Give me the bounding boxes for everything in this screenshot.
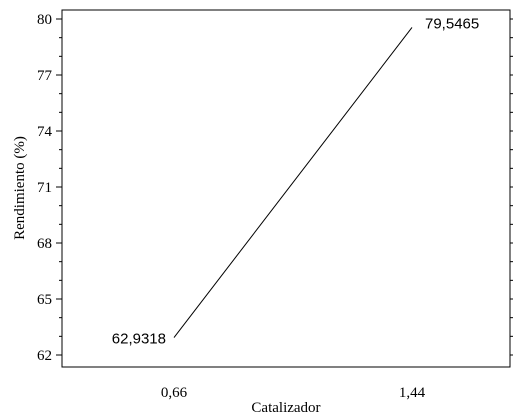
y-tick-label: 77 [37,68,53,84]
y-tick-label: 65 [37,292,52,308]
data-label-high: 79,5465 [425,15,479,32]
data-label-low: 62,9318 [112,331,166,348]
x-axis-title: Catalizador [251,400,320,416]
y-axis-ticks: 62 65 68 71 74 77 80 [37,12,513,364]
y-tick-label: 62 [37,348,52,364]
x-axis-ticks: 0,66 1,44 [161,385,426,401]
series-group [173,27,413,338]
y-tick-label: 68 [37,236,52,252]
series-line [173,27,413,338]
x-tick-label: 1,44 [399,385,426,401]
y-tick-label: 80 [37,12,52,28]
data-labels: 62,9318 79,5465 [112,15,479,347]
y-axis-title: Rendimiento (%) [12,136,28,240]
plot-frame [61,9,511,368]
y-tick-label: 71 [37,180,52,196]
y-tick-label: 74 [37,124,53,140]
x-tick-label: 0,66 [161,385,188,401]
y-axis-minor-ticks [59,37,513,337]
